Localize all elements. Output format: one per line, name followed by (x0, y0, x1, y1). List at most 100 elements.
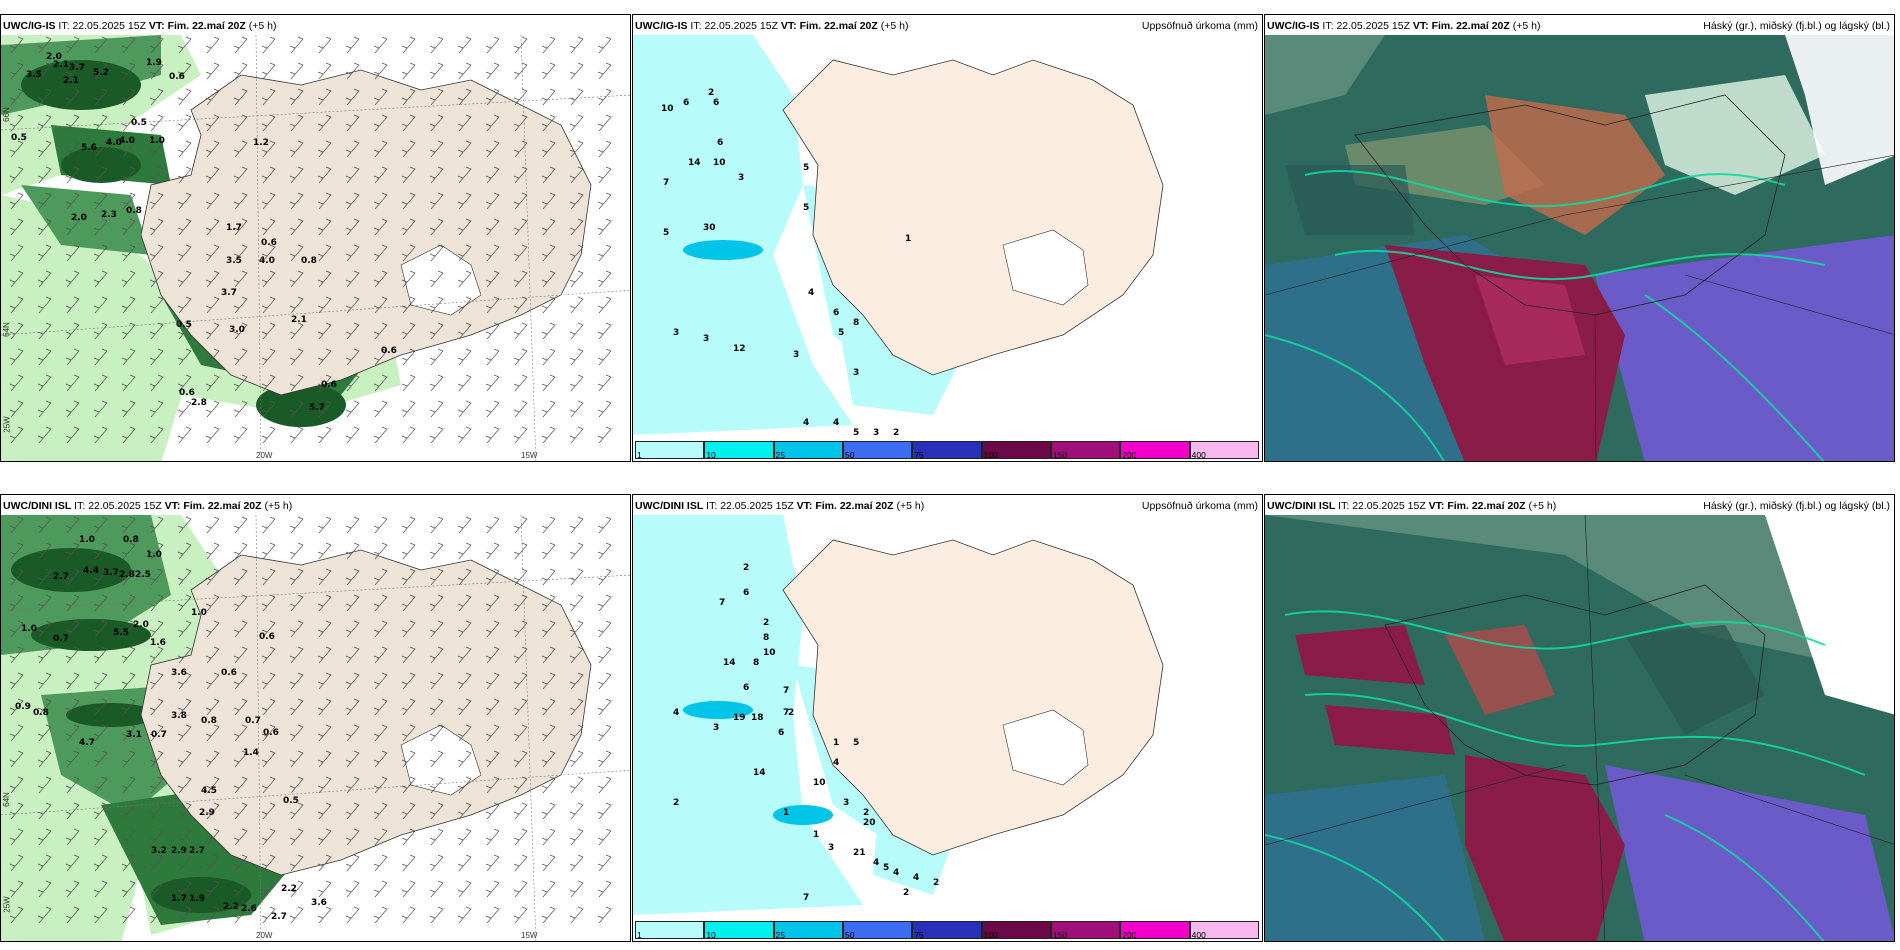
wind-barb (569, 218, 584, 236)
precip-value: 2.9 (171, 846, 187, 856)
colorbar-swatch (1189, 921, 1259, 939)
wind-barb (401, 802, 416, 820)
wind-barb (541, 166, 556, 184)
wind-barb (261, 828, 276, 846)
wind-barb (233, 516, 248, 534)
wind-barb (121, 828, 136, 846)
colorbar-swatch (635, 441, 705, 459)
wind-barb (485, 568, 500, 586)
wind-barb (345, 348, 360, 366)
wind-barb (93, 296, 108, 314)
wind-barb (569, 620, 584, 638)
wind-barb (149, 62, 164, 80)
wind-barb (9, 192, 24, 210)
colorbar-swatch (635, 921, 705, 939)
wind-barb (485, 516, 500, 534)
precip-value: 0.7 (53, 634, 69, 644)
wind-barb (289, 880, 304, 898)
precip-value: 5.7 (309, 403, 325, 413)
wind-barb (429, 62, 444, 80)
wind-barb (205, 244, 220, 262)
wind-barb (289, 88, 304, 106)
colorbar-swatch (981, 921, 1051, 939)
wind-barb (205, 166, 220, 184)
wind-barb (37, 854, 52, 872)
wind-barb (177, 646, 192, 664)
wind-barb (485, 36, 500, 54)
wind-barb (513, 400, 528, 418)
precip-value: 3.2 (151, 846, 167, 856)
wind-barb (345, 166, 360, 184)
wind-barb (317, 62, 332, 80)
wind-barb (569, 244, 584, 262)
wind-barb (65, 296, 80, 314)
wind-barb (65, 322, 80, 340)
wind-barb (149, 620, 164, 638)
precip-value: 12 (733, 344, 746, 354)
wind-barb (317, 776, 332, 794)
wind-barb (121, 698, 136, 716)
wind-barb (205, 62, 220, 80)
wind-barb (345, 114, 360, 132)
wind-barb (597, 114, 612, 132)
wind-barb (485, 322, 500, 340)
wind-barb (205, 854, 220, 872)
wind-barb (597, 374, 612, 392)
wind-barb (37, 322, 52, 340)
wind-barb (93, 516, 108, 534)
wind-barb (177, 218, 192, 236)
wind-barb (37, 828, 52, 846)
precip-value: 0.8 (123, 535, 139, 545)
wind-barb (317, 322, 332, 340)
wind-barb (177, 426, 192, 444)
precip-value: 8 (763, 633, 769, 643)
precip-value: 5 (803, 203, 809, 213)
wind-barb (485, 426, 500, 444)
wind-barb (149, 854, 164, 872)
wind-barb (9, 374, 24, 392)
wind-barb (37, 542, 52, 560)
wind-barb (149, 426, 164, 444)
wind-barb (569, 374, 584, 392)
precip-value: 3 (713, 723, 719, 733)
wind-barb (289, 426, 304, 444)
precip-value: 4 (673, 708, 679, 718)
wind-barb (457, 516, 472, 534)
wind-barb (9, 400, 24, 418)
precip-value: 6 (743, 588, 749, 598)
precip-value: 3.6 (311, 898, 327, 908)
precip-value: 0.7 (245, 716, 261, 726)
colorbar-ticks: 1 10 25 50 75 100 150 200 400 (635, 930, 1259, 941)
wind-barb (429, 698, 444, 716)
wind-barb (485, 594, 500, 612)
wind-barb (485, 114, 500, 132)
wind-barb (429, 750, 444, 768)
colorbar (635, 441, 1259, 459)
wind-barb (9, 776, 24, 794)
precip-value: 4.4 (83, 566, 99, 576)
precip-value: 1 (905, 234, 911, 244)
precip-value: 2.0 (46, 52, 62, 62)
wind-barb (177, 698, 192, 716)
wind-barb (401, 192, 416, 210)
precip-value: 3.5 (226, 256, 242, 266)
wind-barb (373, 36, 388, 54)
panel-header: UWC/DINI ISL IT: 22.05.2025 15Z VT: Fim.… (3, 500, 293, 512)
wind-barb (177, 594, 192, 612)
panel-subtitle: Háský (gr.), miðský (fj.bl.) og lágský (… (1703, 500, 1890, 512)
wind-barb (597, 270, 612, 288)
wind-barb (233, 62, 248, 80)
wind-barb (373, 568, 388, 586)
wind-barb (345, 88, 360, 106)
wind-barb (401, 568, 416, 586)
wind-barb (513, 802, 528, 820)
wind-barb (457, 724, 472, 742)
colorbar-tick: 200 (1122, 930, 1137, 940)
wind-barb (289, 192, 304, 210)
wind-barb (429, 568, 444, 586)
panel-header: UWC/IG-IS IT: 22.05.2025 15Z VT: Fim. 22… (3, 20, 277, 32)
precip-value: 0.7 (151, 730, 167, 740)
wind-barb (65, 516, 80, 534)
wind-barb (65, 620, 80, 638)
